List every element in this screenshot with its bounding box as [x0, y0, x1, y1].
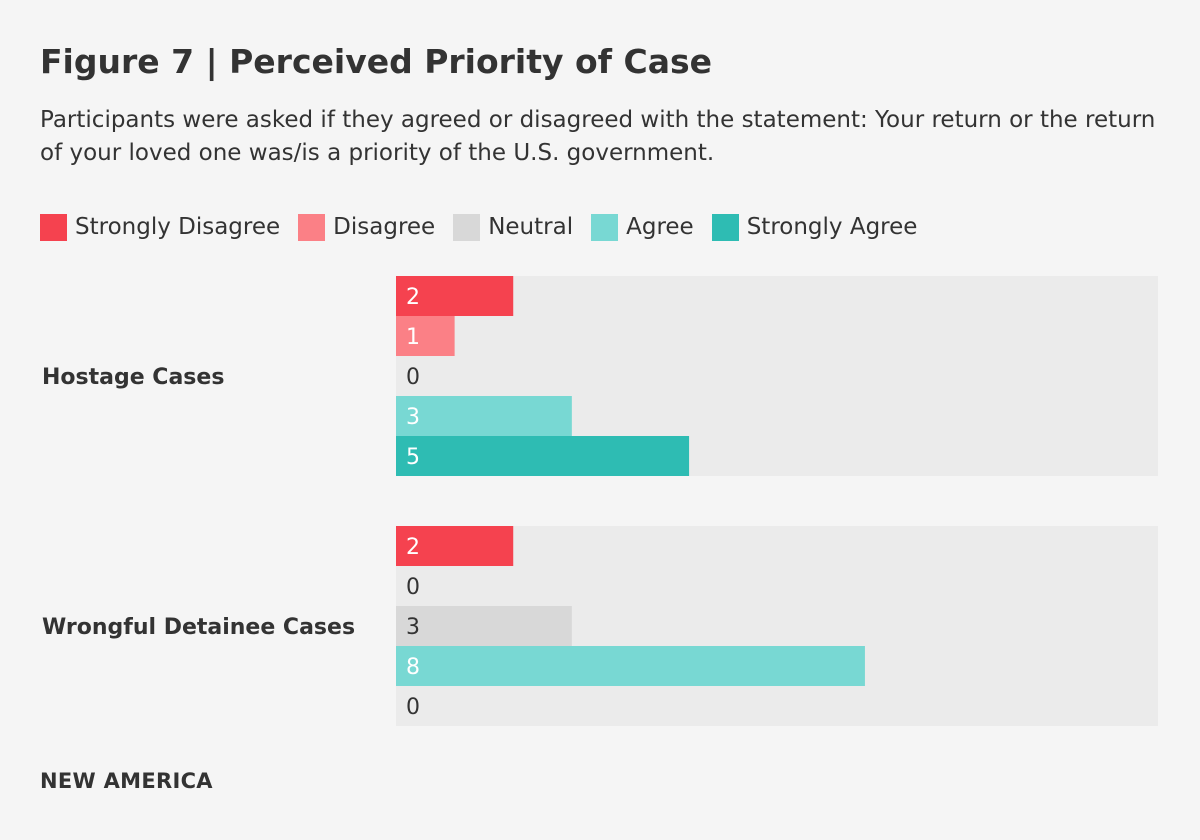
legend-swatch-neutral: [453, 213, 481, 241]
legend-item-neutral: Neutral: [453, 211, 573, 243]
legend-swatch-disagree: [298, 213, 326, 241]
legend-item-strongly-agree: Strongly Agree: [711, 211, 918, 243]
data-label: 3: [406, 615, 420, 640]
legend-item-agree: Agree: [591, 211, 694, 243]
bar-wrongful-detainee-cases-agree: [396, 646, 865, 686]
legend-label: Neutral: [488, 214, 574, 240]
data-label: 0: [406, 695, 420, 720]
data-label: 2: [406, 535, 420, 560]
bar-group-wrongful-detainee-cases: Wrongful Detainee Cases 2 0 3 8 0: [42, 526, 1158, 726]
legend-swatch-agree: [591, 213, 619, 241]
bar-hostage-cases-disagree: [396, 316, 455, 356]
legend-swatch-strongly-disagree: [40, 213, 67, 241]
bar-group-hostage-cases: Hostage Cases 2 1 0 3 5: [42, 276, 1158, 476]
chart-subtitle: Participants were asked if they agreed o…: [40, 107, 1156, 166]
data-label: 1: [406, 325, 420, 350]
legend-label: Agree: [626, 214, 694, 240]
bar-hostage-cases-agree: [396, 396, 572, 436]
legend-label: Strongly Disagree: [75, 214, 281, 240]
bar-wrongful-detainee-cases-strongly-disagree: [396, 526, 514, 566]
bar-wrongful-detainee-cases-neutral: [396, 606, 572, 646]
data-label: 3: [406, 405, 420, 430]
category-label: Wrongful Detainee Cases: [42, 615, 355, 640]
bar-hostage-cases-strongly-agree: [396, 436, 690, 476]
legend-label: Disagree: [333, 214, 436, 240]
legend-swatch-strongly-agree: [711, 213, 739, 241]
legend-item-strongly-disagree: Strongly Disagree: [40, 211, 280, 243]
legend-item-disagree: Disagree: [298, 211, 435, 243]
legend: Strongly Disagree Disagree Neutral Agree Str…: [40, 211, 935, 243]
data-label: 0: [406, 575, 420, 600]
data-label: 2: [406, 285, 420, 310]
chart-title: Figure 7 | Perceived Priority of Case: [40, 42, 713, 81]
bar-hostage-cases-strongly-disagree: [396, 276, 514, 316]
data-label: 5: [406, 445, 420, 470]
category-label: Hostage Cases: [42, 365, 224, 390]
legend-label: Strongly Agree: [746, 214, 918, 240]
brand-logo-text: NEW AMERICA: [40, 769, 213, 793]
data-label: 8: [406, 655, 420, 680]
data-label: 0: [406, 365, 420, 390]
